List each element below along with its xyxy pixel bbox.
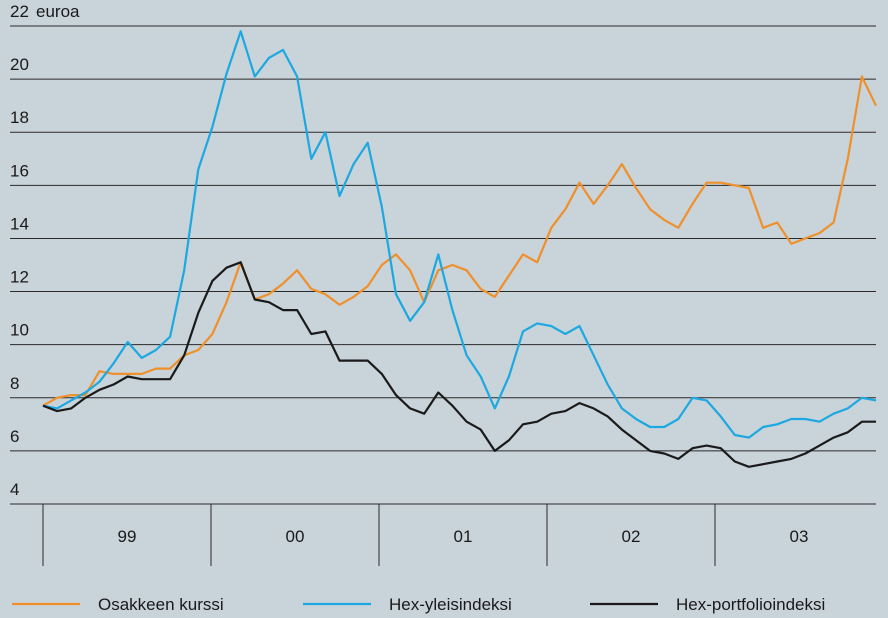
y-tick-label: 14 [10, 214, 29, 233]
x-tick-label: 00 [286, 527, 305, 546]
x-tick-label: 03 [790, 527, 809, 546]
y-tick-label: 6 [10, 427, 19, 446]
y-tick-label: 18 [10, 108, 29, 127]
series-line [42, 261, 876, 468]
x-tick-label: 99 [118, 527, 137, 546]
legend-label: Hex-yleisindeksi [389, 595, 512, 614]
x-tick-label: 02 [622, 527, 641, 546]
y-tick-label: 10 [10, 321, 29, 340]
y-tick-label: 20 [10, 55, 29, 74]
y-tick-label: 8 [10, 374, 19, 393]
y-tick-label: 4 [10, 480, 19, 499]
series-line [42, 30, 877, 439]
x-tick-label: 01 [454, 527, 473, 546]
y-tick-label: 12 [10, 268, 29, 287]
y-tick-label: 22 [10, 2, 29, 21]
y-axis-label: euroa [36, 2, 80, 21]
legend-label: Hex-portfolioindeksi [676, 595, 825, 614]
series-line [42, 75, 877, 407]
y-tick-label: 16 [10, 161, 29, 180]
legend-label: Osakkeen kurssi [98, 595, 224, 614]
